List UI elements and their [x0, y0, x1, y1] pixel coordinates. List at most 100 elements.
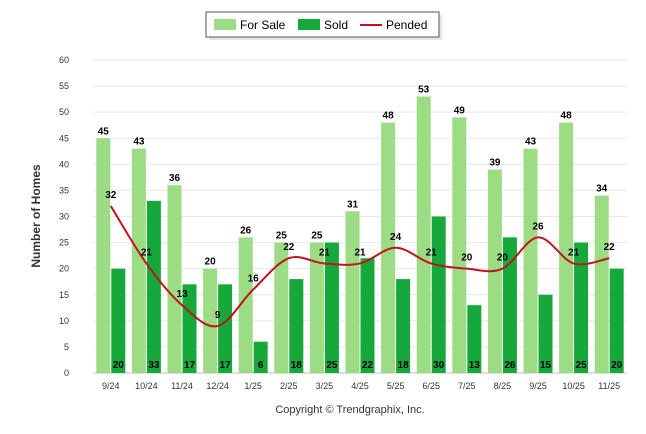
- data-label-for-sale: 36: [169, 173, 181, 184]
- bar-for-sale: [309, 242, 324, 373]
- data-label-sold: 20: [113, 360, 125, 371]
- x-tick-label: 3/25: [316, 381, 334, 391]
- bar-sold: [218, 284, 233, 373]
- bar-sold: [360, 258, 375, 373]
- bar-sold: [431, 216, 446, 373]
- x-tick-label: 11/25: [598, 381, 620, 391]
- data-label-pended: 20: [497, 253, 509, 264]
- y-tick-label: 55: [59, 81, 69, 91]
- y-tick-label: 5: [64, 342, 69, 352]
- y-tick-label: 60: [59, 55, 69, 65]
- y-tick-label: 45: [59, 133, 69, 143]
- data-label-for-sale: 34: [596, 184, 608, 195]
- x-tick-label: 10/24: [135, 381, 158, 391]
- bar-sold: [111, 268, 126, 373]
- data-label-pended: 20: [461, 253, 473, 264]
- y-axis-label: Number of Homes: [29, 164, 43, 268]
- bar-for-sale: [452, 117, 467, 373]
- y-tick-label: 25: [59, 238, 69, 248]
- bar-for-sale: [559, 122, 574, 373]
- x-tick-label: 11/24: [171, 381, 193, 391]
- bar-for-sale: [416, 96, 431, 374]
- data-label-pended: 32: [105, 190, 117, 201]
- legend[interactable]: For Sale Sold Pended: [205, 11, 442, 40]
- data-label-pended: 22: [604, 242, 616, 253]
- legend-label-sold[interactable]: Sold: [324, 18, 348, 32]
- data-label-pended: 26: [532, 221, 544, 232]
- x-tick-label: 7/25: [458, 381, 476, 391]
- x-axis-ticks: 9/24 10/24 11/24 12/24 1/25 2/25 3/25 4/25 5/25 6…: [102, 381, 620, 391]
- bar-for-sale: [381, 122, 396, 373]
- x-tick-label: 2/25: [280, 381, 298, 391]
- data-label-for-sale: 31: [347, 199, 359, 210]
- data-label-pended: 21: [426, 247, 438, 258]
- data-label-for-sale: 25: [311, 231, 323, 242]
- x-tick-label: 12/24: [206, 381, 229, 391]
- data-label-sold: 15: [540, 360, 552, 371]
- copyright-credit: Copyright © Trendgraphix, Inc.: [275, 404, 424, 416]
- bar-sold: [538, 294, 553, 373]
- bar-for-sale: [523, 148, 538, 373]
- data-label-sold: 13: [469, 360, 481, 371]
- legend-label-pended[interactable]: Pended: [386, 18, 427, 32]
- data-label-sold: 25: [326, 360, 338, 371]
- bar-sold: [182, 284, 197, 373]
- data-label-pended: 9: [215, 310, 221, 321]
- y-tick-label: 30: [59, 212, 69, 222]
- data-label-for-sale: 45: [98, 126, 110, 137]
- data-label-sold: 30: [433, 360, 445, 371]
- data-label-pended: 21: [354, 247, 366, 258]
- y-tick-label: 40: [59, 159, 69, 169]
- y-tick-label: 10: [59, 316, 69, 326]
- bars: [96, 96, 624, 374]
- x-tick-label: 6/25: [422, 381, 440, 391]
- bar-sold: [574, 242, 589, 373]
- data-label-for-sale: 43: [525, 137, 537, 148]
- data-label-for-sale: 53: [418, 85, 430, 96]
- x-tick-label: 9/24: [102, 381, 120, 391]
- pended-line: [109, 205, 610, 328]
- y-tick-label: 0: [64, 368, 69, 378]
- legend-box: [205, 11, 440, 38]
- data-label-for-sale: 43: [133, 137, 145, 148]
- bar-for-sale: [594, 195, 609, 373]
- bar-sold: [253, 341, 268, 373]
- data-label-pended: 24: [390, 232, 402, 243]
- data-label-sold: 20: [611, 360, 623, 371]
- bar-sold: [324, 242, 339, 373]
- bar-for-sale: [274, 242, 289, 373]
- pended-line-layer: [109, 205, 610, 328]
- data-label-for-sale: 20: [205, 257, 217, 268]
- x-tick-label: 10/25: [562, 381, 585, 391]
- data-labels: 45 20 43 33 36 17 20 17 26 6 25 18 25 25 31 22 48 18 53 30 4…: [98, 85, 623, 371]
- data-label-pended: 21: [319, 247, 331, 258]
- data-label-for-sale: 25: [276, 231, 288, 242]
- x-tick-label: 5/25: [387, 381, 405, 391]
- y-tick-label: 20: [59, 264, 69, 274]
- data-label-pended: 21: [568, 247, 580, 258]
- y-tick-label: 35: [59, 185, 69, 195]
- x-tick-label: 8/25: [494, 381, 512, 391]
- bar-for-sale: [238, 237, 253, 373]
- legend-swatch-sold: [298, 19, 320, 30]
- data-label-sold: 6: [258, 360, 264, 371]
- data-label-sold: 22: [362, 360, 374, 371]
- x-tick-label: 1/25: [244, 381, 262, 391]
- x-tick-label: 9/25: [529, 381, 547, 391]
- data-label-pended: 13: [176, 289, 188, 300]
- data-label-for-sale: 49: [454, 105, 466, 116]
- data-label-sold: 17: [220, 360, 232, 371]
- x-tick-label: 4/25: [351, 381, 369, 391]
- bar-for-sale: [96, 138, 111, 373]
- data-label-for-sale: 48: [561, 111, 573, 122]
- data-label-for-sale: 39: [489, 158, 501, 169]
- data-label-pended: 21: [141, 247, 153, 258]
- legend-label-for-sale[interactable]: For Sale: [240, 18, 286, 32]
- data-label-pended: 22: [283, 242, 295, 253]
- bar-sold: [396, 279, 411, 373]
- data-label-sold: 26: [504, 360, 516, 371]
- bar-for-sale: [167, 185, 182, 373]
- data-label-for-sale: 26: [240, 225, 252, 236]
- y-tick-label: 15: [59, 290, 69, 300]
